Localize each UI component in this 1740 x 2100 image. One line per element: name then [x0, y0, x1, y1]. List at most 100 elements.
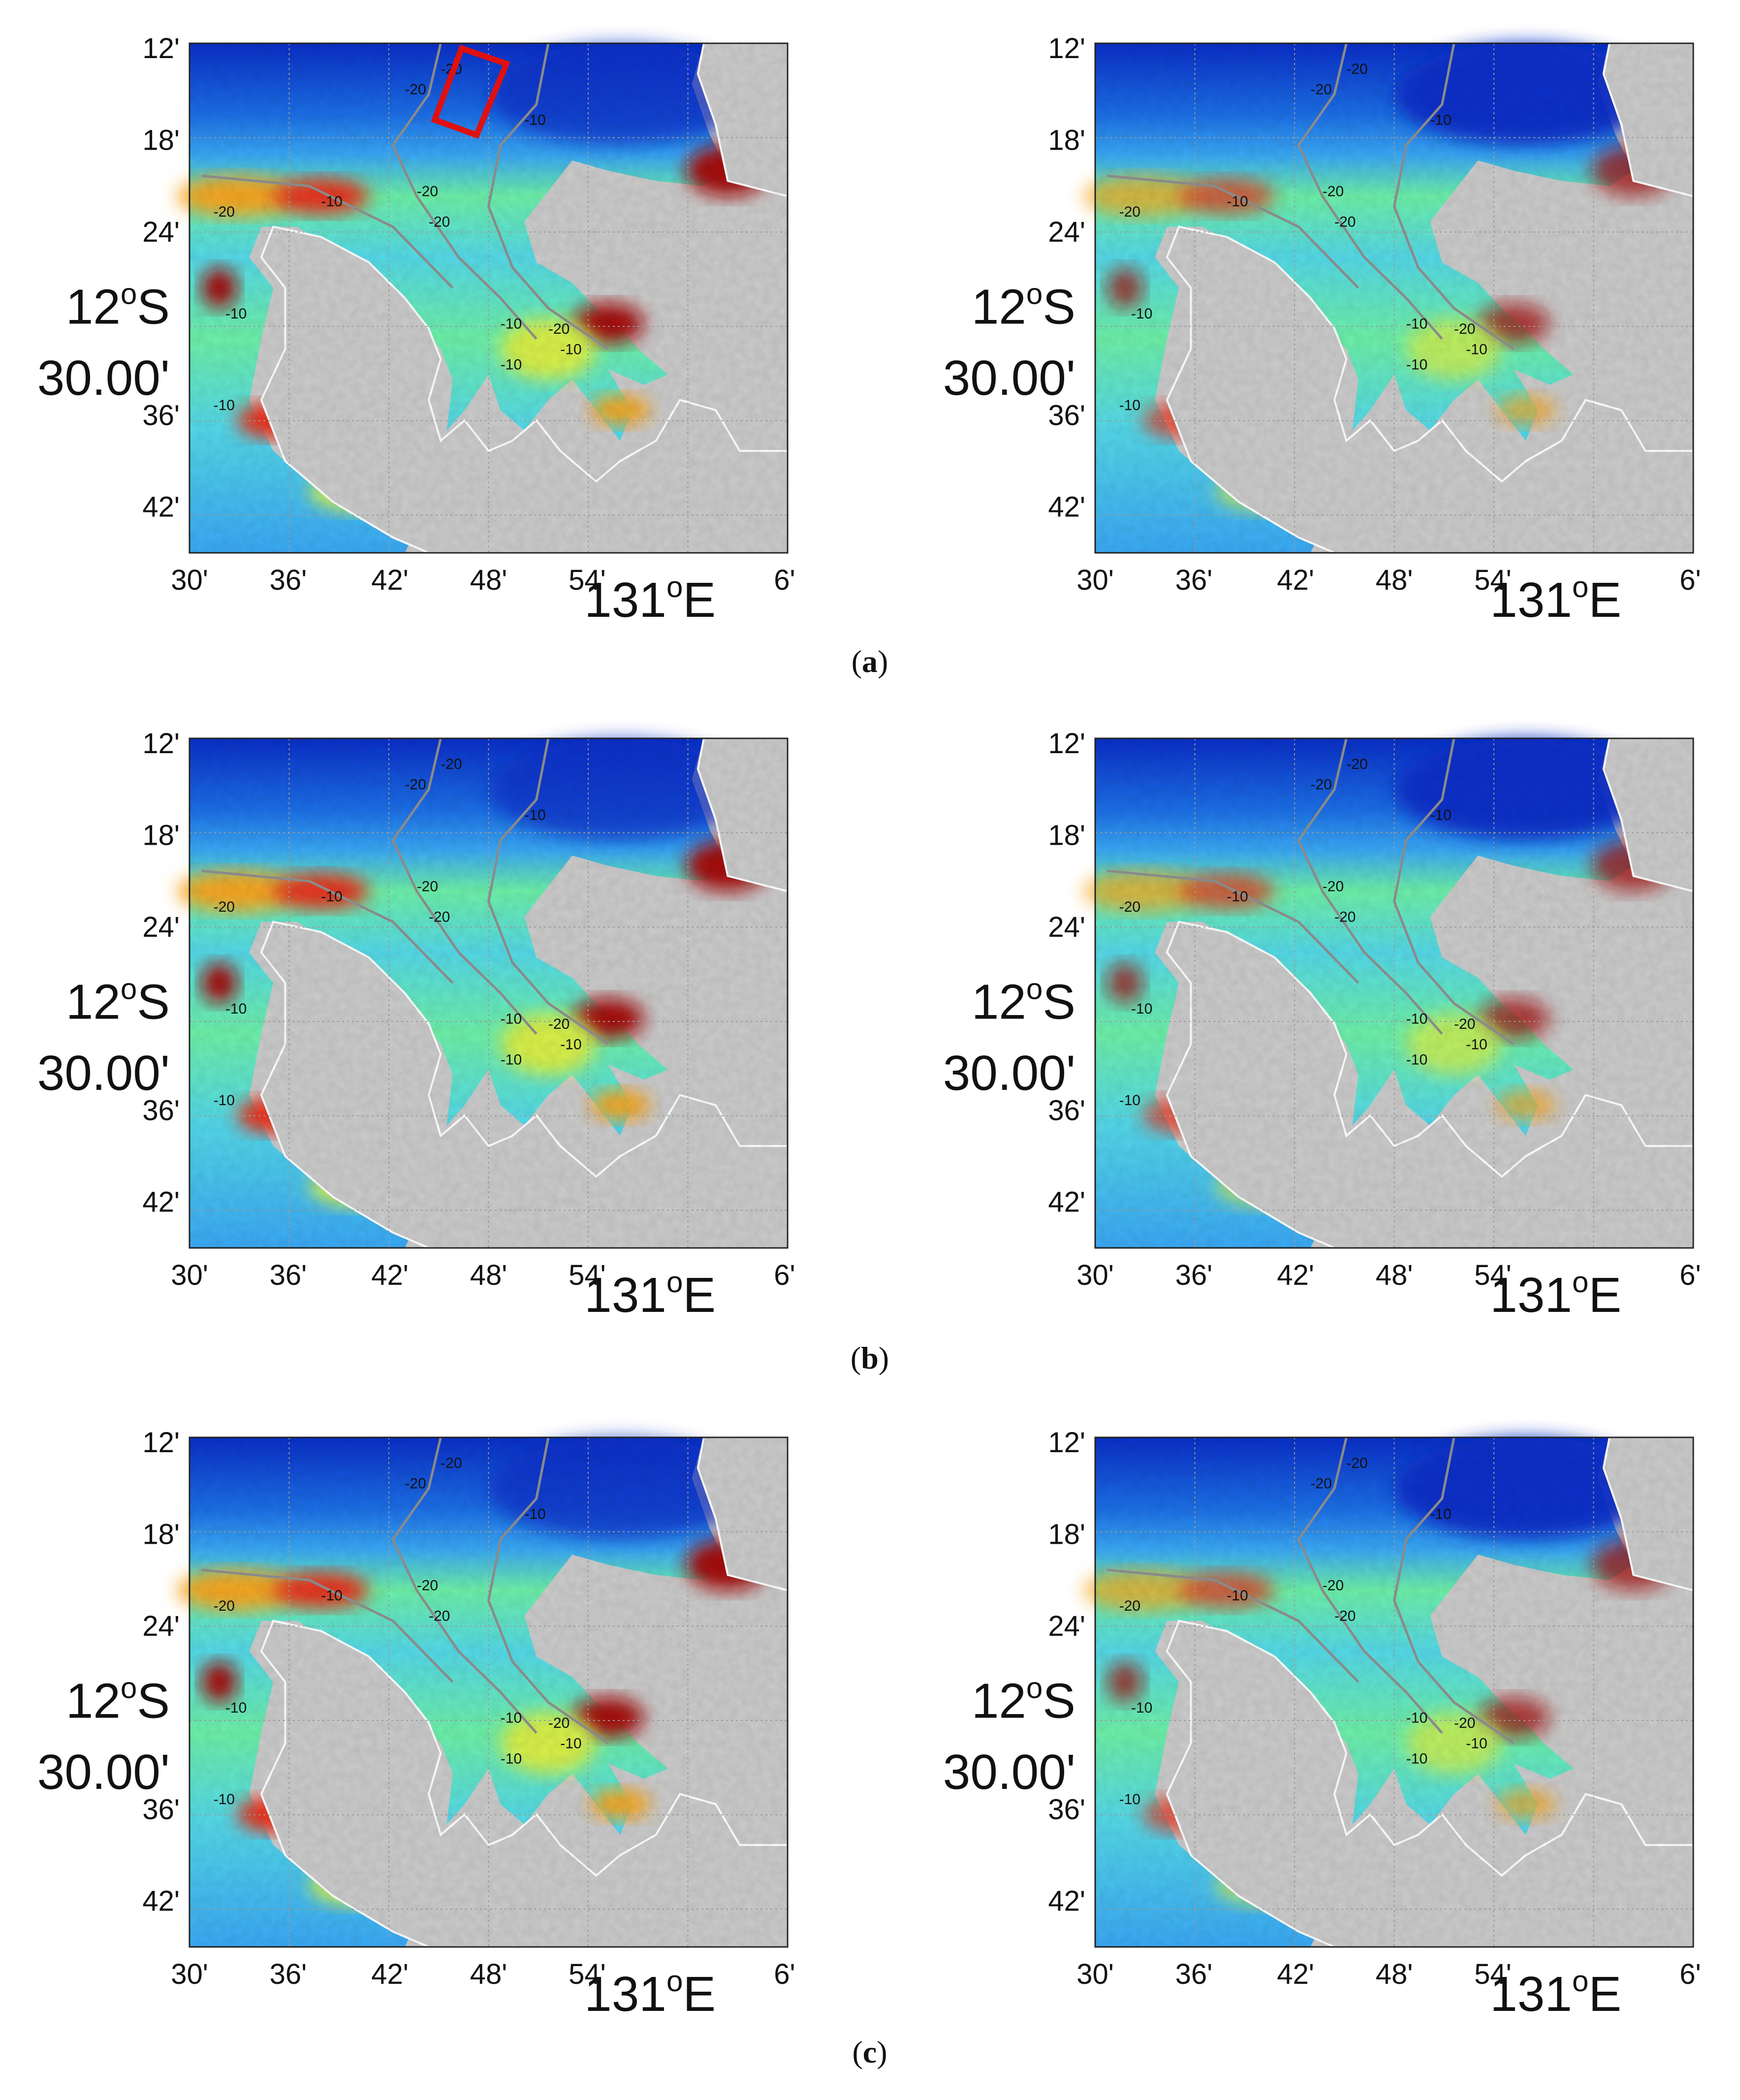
lon-tick-label: 6': [774, 1259, 795, 1291]
depth-contour: [1297, 738, 1443, 1035]
lon-tick-label: 36': [270, 564, 307, 596]
contour-label: -20: [1454, 1016, 1475, 1032]
contour-label: -10: [1227, 193, 1248, 210]
contour-label: -10: [524, 112, 545, 128]
contour-label: -20: [214, 899, 235, 915]
contour-label: -20: [1334, 1608, 1356, 1624]
contour-label: -20: [214, 1598, 235, 1614]
contour-label: -10: [1406, 316, 1427, 332]
contour-label: -10: [1119, 1791, 1140, 1808]
contour-label: -10: [560, 341, 581, 357]
panel-frame: [1094, 737, 1694, 1249]
lat-tick-label: 12': [142, 1427, 180, 1459]
contour-label: -20: [405, 82, 426, 98]
contour-label: -20: [548, 321, 569, 337]
lon-degree-label: 131oE: [1490, 1266, 1621, 1323]
contour-label: -10: [560, 1036, 581, 1052]
depth-contour: [1297, 43, 1443, 340]
contour-label: -10: [1131, 1700, 1152, 1716]
map-panel-1-0: -20 -20 -10 -20 -20 -10 -20 -10 -10 -20 -10 -10 -10 1…: [37, 728, 795, 1323]
lon-tick-label: 48': [470, 564, 507, 596]
lat-tick-label-major: 30.00': [37, 350, 170, 406]
lat-tick-label: 18': [1048, 1518, 1085, 1550]
lat-tick-label: 18': [1048, 124, 1085, 156]
lat-degree-label: 12oS: [972, 972, 1076, 1029]
panel-frame: [1094, 1436, 1694, 1948]
contour-label: -20: [417, 879, 438, 895]
lat-tick-label: 24': [142, 216, 180, 248]
contour-label: -10: [501, 1051, 522, 1068]
lon-tick-label: 54': [1474, 1958, 1512, 1990]
lon-tick-label: 48': [1376, 1958, 1413, 1990]
texture-overlay: [190, 738, 788, 1248]
lon-tick-label: 54': [1474, 564, 1512, 596]
contour-label: -20: [548, 1715, 569, 1731]
depth-contour: [391, 738, 538, 1035]
map-panel-2-1: -20 -20 -10 -20 -20 -10 -20 -10 -10 -20 -10 -10 -10 1…: [943, 1427, 1701, 2022]
lon-tick-label: 6': [1679, 1958, 1701, 1990]
contour-label: -10: [1131, 1001, 1152, 1017]
contour-label: -20: [417, 184, 438, 200]
lon-tick-label: 48': [1376, 564, 1413, 596]
contour-label: -20: [1346, 61, 1367, 77]
contour-label: -10: [225, 1001, 247, 1017]
contour-label: -20: [1454, 1715, 1475, 1731]
lon-tick-label: 36': [1175, 1958, 1213, 1990]
contour-label: -10: [214, 1791, 235, 1808]
depth-contour: [1107, 1568, 1360, 1683]
lon-degree-label: 131oE: [584, 571, 716, 628]
contour-label: -20: [1119, 204, 1140, 220]
lat-tick-label: 18': [142, 1518, 180, 1550]
contour-label: -10: [1227, 1588, 1248, 1604]
lat-tick-label: 42': [1048, 1186, 1085, 1218]
lat-tick-label: 18': [142, 819, 180, 851]
lon-tick-label: 42': [1277, 1259, 1314, 1291]
contour-label: -10: [1466, 1036, 1487, 1052]
contour-label: -20: [1119, 899, 1140, 915]
lon-tick-label: 36': [1175, 564, 1213, 596]
lon-tick-label: 48': [470, 1259, 507, 1291]
contour-label: -10: [1406, 1051, 1427, 1068]
panel-frame: [189, 1436, 789, 1948]
contour-label: -10: [1119, 397, 1140, 414]
lat-tick-label: 36': [142, 1094, 180, 1126]
contour-label: -20: [1310, 1476, 1331, 1492]
panel-caption: (b): [851, 1340, 889, 1375]
contour-label: -20: [441, 756, 462, 772]
lon-tick-label: 30': [1076, 1958, 1114, 1990]
contour-label: -10: [1466, 1735, 1487, 1751]
lon-tick-label: 54': [569, 564, 606, 596]
texture-overlay: [190, 43, 788, 553]
contour-label: -10: [560, 1735, 581, 1751]
map-panel-2-0: -20 -20 -10 -20 -20 -10 -20 -10 -10 -20 -10 -10 -10 1…: [37, 1427, 795, 2022]
contour-label: -10: [1430, 807, 1451, 824]
contour-label: -20: [1346, 756, 1367, 772]
lon-tick-label: 54': [569, 1259, 606, 1291]
map-panel-1-1: -20 -20 -10 -20 -20 -10 -20 -10 -10 -20 -10 -10 -10 1…: [943, 728, 1701, 1323]
depth-contour: [1107, 174, 1360, 289]
lon-tick-label: 30': [1076, 564, 1114, 596]
depth-contour: [201, 1568, 454, 1683]
depth-contour: [487, 43, 609, 350]
lat-degree-label: 12oS: [66, 277, 170, 334]
contour-label: -10: [1227, 889, 1248, 905]
contour-label: -10: [501, 1011, 522, 1027]
lon-tick-label: 6': [1679, 564, 1701, 596]
contour-label: -20: [405, 777, 426, 793]
panel-caption: (c): [852, 2035, 887, 2069]
depth-contour: [391, 43, 538, 340]
lat-tick-label-major: 30.00': [943, 1046, 1076, 1101]
lon-degree-label: 131oE: [584, 1266, 716, 1323]
contour-label: -20: [1334, 909, 1356, 925]
contour-label: -20: [214, 204, 235, 220]
panel-frame: [189, 42, 789, 554]
lat-tick-label: 12': [1048, 728, 1085, 760]
lon-tick-label: 42': [371, 1958, 409, 1990]
contour-label: -10: [321, 193, 342, 210]
contour-label: -10: [1406, 1750, 1427, 1767]
lon-tick-label: 6': [774, 1958, 795, 1990]
contour-label: -10: [214, 397, 235, 414]
texture-overlay: [1095, 1437, 1693, 1947]
contour-label: -10: [1119, 1092, 1140, 1109]
lon-tick-label: 30': [171, 1958, 208, 1990]
